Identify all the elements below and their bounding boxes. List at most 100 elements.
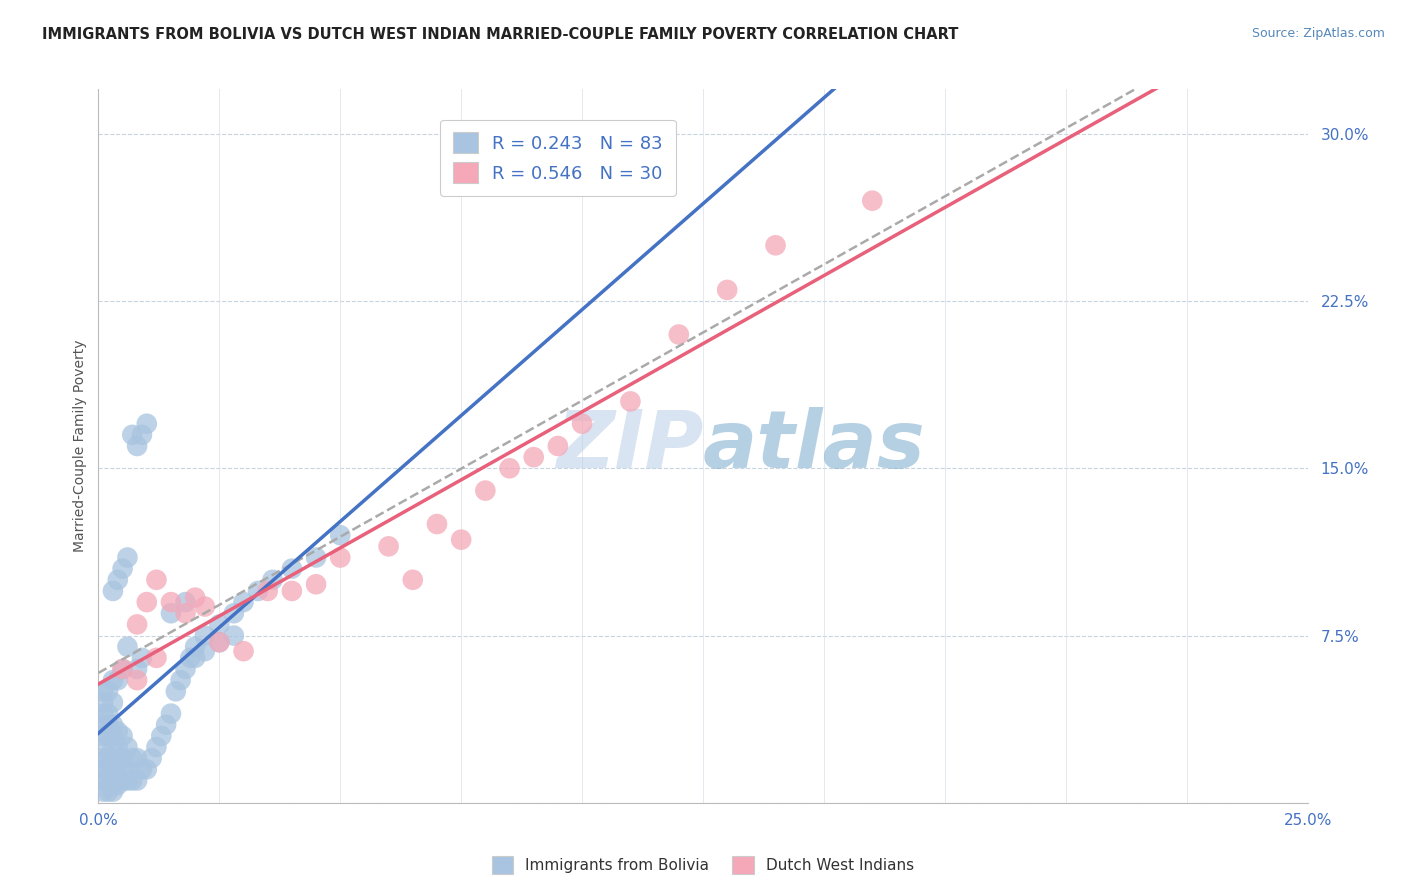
Point	[668, 327, 690, 342]
Point	[305, 577, 328, 591]
Point	[97, 717, 120, 731]
Point	[127, 662, 149, 676]
Point	[127, 439, 149, 453]
Point	[117, 762, 139, 776]
Point	[101, 751, 124, 765]
Point	[232, 644, 254, 658]
Point	[107, 778, 129, 792]
Point	[329, 528, 352, 542]
Point	[101, 740, 124, 755]
Point	[135, 595, 157, 609]
Point	[208, 617, 231, 632]
Point	[247, 583, 270, 598]
Point	[184, 640, 207, 654]
Point	[377, 539, 399, 553]
Text: IMMIGRANTS FROM BOLIVIA VS DUTCH WEST INDIAN MARRIED-COUPLE FAMILY POVERTY CORRE: IMMIGRANTS FROM BOLIVIA VS DUTCH WEST IN…	[42, 27, 959, 42]
Point	[91, 773, 114, 788]
Point	[91, 751, 114, 765]
Point	[97, 684, 120, 698]
Point	[111, 751, 134, 765]
Point	[121, 751, 143, 765]
Point	[498, 461, 520, 475]
Point	[450, 533, 472, 547]
Point	[184, 651, 207, 665]
Point	[208, 635, 231, 649]
Point	[127, 751, 149, 765]
Point	[97, 785, 120, 799]
Point	[121, 427, 143, 442]
Point	[91, 762, 114, 776]
Point	[121, 773, 143, 788]
Point	[127, 673, 149, 687]
Point	[91, 684, 114, 698]
Point	[107, 573, 129, 587]
Point	[194, 644, 217, 658]
Point	[97, 773, 120, 788]
Point	[547, 439, 569, 453]
Point	[117, 740, 139, 755]
Point	[101, 717, 124, 731]
Point	[160, 706, 183, 721]
Point	[97, 751, 120, 765]
Point	[145, 573, 167, 587]
Point	[716, 283, 738, 297]
Point	[426, 516, 449, 531]
Point	[101, 673, 124, 687]
Point	[160, 595, 183, 609]
Point	[150, 729, 173, 743]
Point	[165, 684, 187, 698]
Point	[107, 673, 129, 687]
Point	[474, 483, 496, 498]
Point	[101, 762, 124, 776]
Point	[131, 427, 153, 442]
Point	[111, 662, 134, 676]
Point	[184, 591, 207, 605]
Point	[101, 696, 124, 710]
Point	[111, 729, 134, 743]
Point	[174, 607, 197, 621]
Point	[222, 628, 245, 642]
Point	[135, 762, 157, 776]
Point	[107, 724, 129, 739]
Point	[91, 696, 114, 710]
Point	[111, 773, 134, 788]
Point	[91, 785, 114, 799]
Legend: Immigrants from Bolivia, Dutch West Indians: Immigrants from Bolivia, Dutch West Indi…	[485, 850, 921, 880]
Point	[765, 238, 787, 252]
Point	[174, 595, 197, 609]
Point	[329, 550, 352, 565]
Point	[256, 583, 278, 598]
Point	[402, 573, 425, 587]
Point	[101, 773, 124, 788]
Text: ZIP: ZIP	[555, 407, 703, 485]
Point	[101, 729, 124, 743]
Point	[174, 662, 197, 676]
Text: Source: ZipAtlas.com: Source: ZipAtlas.com	[1251, 27, 1385, 40]
Point	[131, 651, 153, 665]
Point	[194, 628, 217, 642]
Point	[107, 740, 129, 755]
Point	[97, 762, 120, 776]
Point	[97, 706, 120, 721]
Point	[127, 773, 149, 788]
Text: atlas: atlas	[703, 407, 925, 485]
Point	[232, 595, 254, 609]
Point	[619, 394, 641, 409]
Point	[91, 717, 114, 731]
Point	[262, 573, 284, 587]
Point	[141, 751, 163, 765]
Point	[127, 617, 149, 632]
Point	[145, 651, 167, 665]
Point	[117, 550, 139, 565]
Point	[155, 717, 177, 731]
Point	[305, 550, 328, 565]
Point	[160, 607, 183, 621]
Point	[97, 729, 120, 743]
Point	[194, 599, 217, 614]
Point	[571, 417, 593, 431]
Point	[860, 194, 883, 208]
Point	[281, 583, 304, 598]
Point	[91, 729, 114, 743]
Point	[107, 756, 129, 770]
Point	[117, 640, 139, 654]
